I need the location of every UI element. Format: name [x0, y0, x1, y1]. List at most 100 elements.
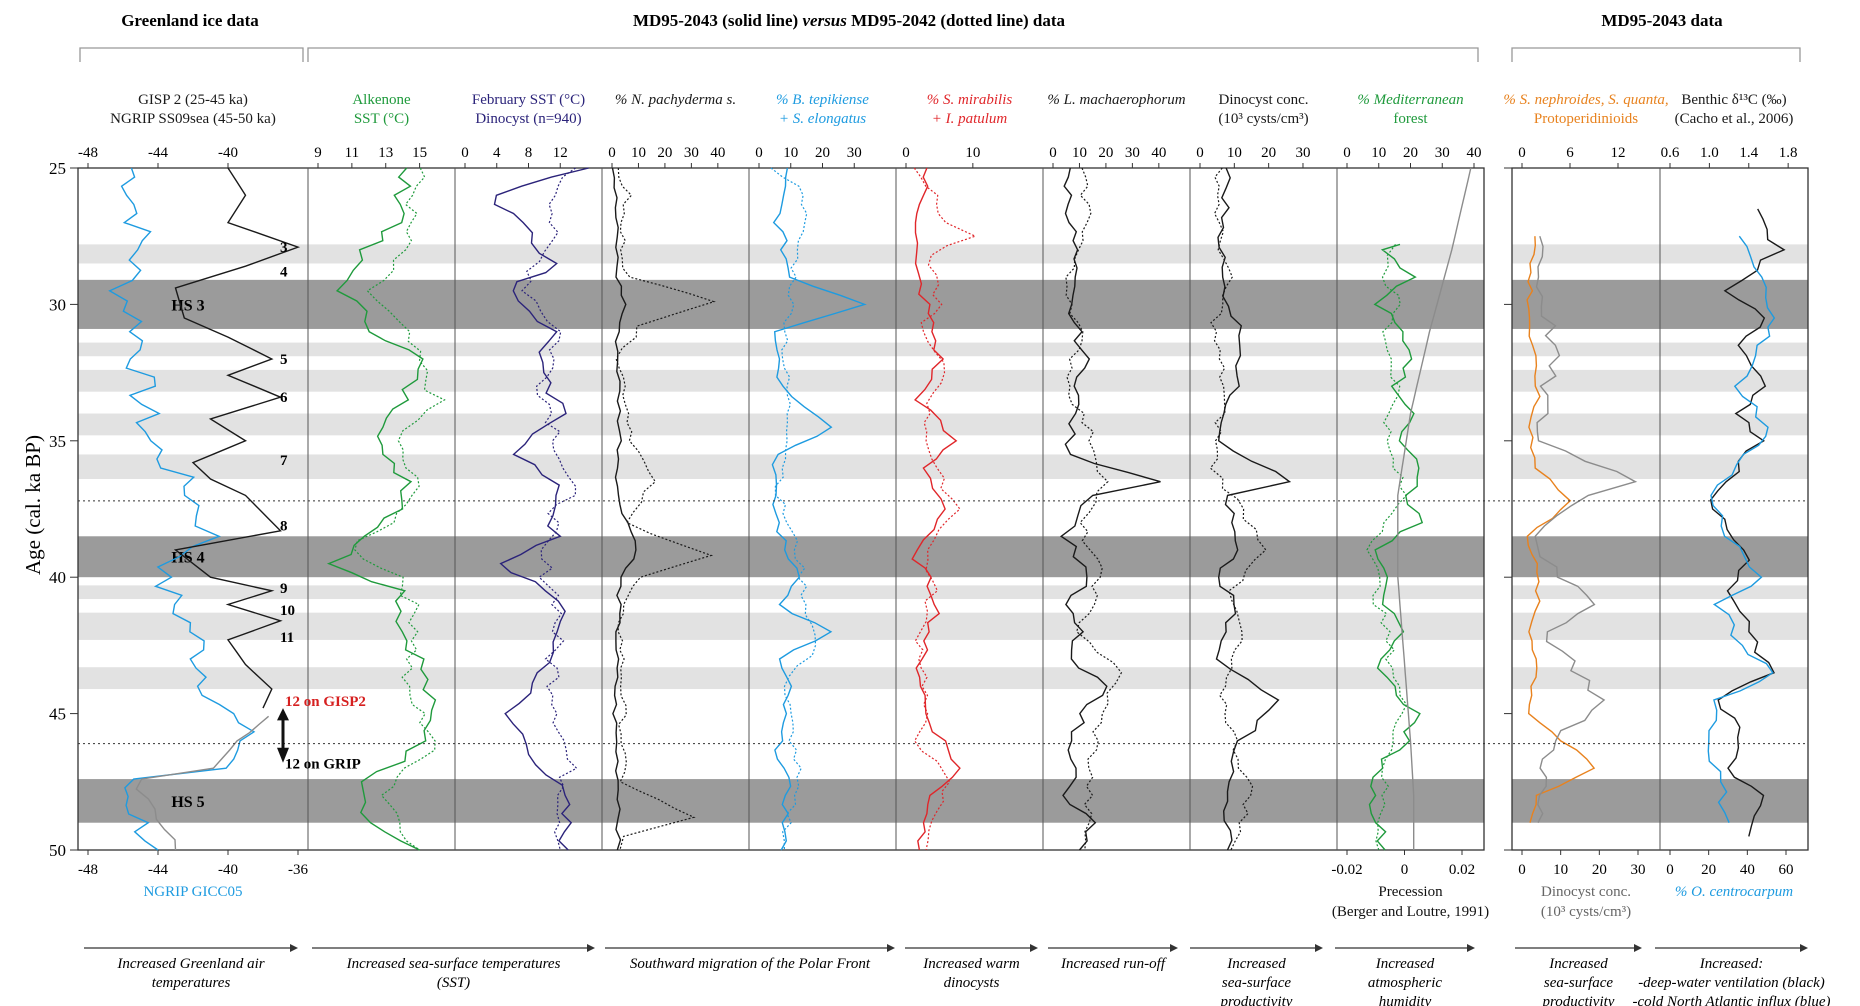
top-tick-label: 1.4	[1739, 145, 1758, 161]
bottom-axis-label: NGRIP GICC05	[143, 884, 242, 900]
annotation-arrowhead	[1170, 944, 1178, 952]
top-tick-label: 10	[1371, 145, 1386, 161]
heinrich-label: HS 5	[171, 794, 204, 811]
bottom-tick-label: -48	[78, 862, 98, 878]
series-line	[135, 715, 270, 851]
top-tick-label: 30	[1295, 145, 1310, 161]
annotation-caption: Increased sea-surface productivity	[1220, 956, 1293, 1006]
dark-band	[78, 279, 1484, 329]
series-line	[911, 167, 961, 851]
annotation-caption: Increased Greenland air temperatures	[116, 956, 264, 991]
series-line	[913, 167, 977, 851]
top-tick-label: 0.6	[1661, 145, 1680, 161]
top-tick-label: 30	[1435, 145, 1450, 161]
top-tick-label: 11	[345, 145, 359, 161]
annotation-line: Increased warm	[922, 956, 1020, 972]
interstadial-number: 5	[280, 352, 288, 368]
bottom-axis-label: Dinocyst conc.	[1541, 884, 1631, 900]
series-line	[1534, 235, 1638, 824]
series-line	[615, 167, 716, 851]
top-tick-label: 0	[461, 145, 469, 161]
top-tick-label: 10	[1227, 145, 1242, 161]
series-line	[173, 167, 301, 709]
interstadial-number: 3	[280, 240, 288, 256]
series-line	[354, 167, 446, 851]
y-tick-label: 25	[49, 159, 66, 178]
interstadial-number: 7	[280, 453, 288, 469]
annotation-line: Increased:	[1699, 956, 1764, 972]
annotation-line: productivity	[1220, 994, 1293, 1006]
top-tick-label: 9	[314, 145, 322, 161]
header-cores-c: MD95-2042 (dotted line) data	[847, 11, 1066, 30]
top-tick-label: 6	[1566, 145, 1574, 161]
series-line	[1366, 244, 1408, 851]
panel-title: Dinocyst conc.	[1219, 92, 1309, 108]
light-band	[78, 612, 1484, 640]
annotation-caption: Increased run-off	[1060, 956, 1167, 972]
panel-subtitle: + I. patulum	[932, 111, 1008, 127]
y-tick-label: 45	[49, 705, 66, 724]
panel-title: % Mediterranean	[1357, 92, 1463, 108]
bracket-greenland	[79, 47, 304, 62]
bottom-tick-label: -40	[218, 862, 238, 878]
interstadial-number: 11	[280, 630, 294, 646]
top-tick-label: -48	[78, 145, 98, 161]
header-cores: MD95-2043 (solid line) versus MD95-2042 …	[633, 11, 1066, 30]
dark-band	[78, 779, 1484, 823]
series-line	[1059, 167, 1161, 851]
top-tick-label: 0	[902, 145, 910, 161]
annotation-caption: Increased warm dinocysts	[922, 956, 1020, 991]
heinrich-label: HS 3	[171, 297, 204, 314]
annotation-line: productivity	[1542, 994, 1615, 1006]
panel-subtitle: (10³ cysts/cm³)	[1218, 111, 1308, 127]
interstadial-number: 10	[280, 603, 295, 619]
top-tick-label: 15	[412, 145, 427, 161]
annotation-line: -cold North Atlantic influx (blue)	[1632, 994, 1830, 1006]
top-tick-label: 12	[553, 145, 568, 161]
bottom-tick-label: 20	[1592, 862, 1607, 878]
marker-arrowhead-up	[277, 708, 289, 721]
panel-title: Alkenone	[352, 92, 411, 108]
bottom-tick-label: -44	[148, 862, 168, 878]
panel-title: % S. mirabilis	[927, 92, 1013, 108]
annotation-line: atmospheric	[1368, 975, 1443, 991]
light-band	[78, 244, 1484, 264]
bottom-axis-sublabel: (10³ cysts/cm³)	[1541, 904, 1631, 920]
annotation-caption: Southward migration of the Polar Front	[630, 956, 871, 972]
annotation-line: temperatures	[152, 975, 231, 991]
top-tick-label: 40	[1151, 145, 1166, 161]
top-tick-label: 0	[1196, 145, 1204, 161]
annotation-arrowhead	[290, 944, 298, 952]
top-tick-label: -44	[148, 145, 168, 161]
bottom-tick-label: 20	[1701, 862, 1716, 878]
annotation-arrowhead	[587, 944, 595, 952]
header-greenland: Greenland ice data	[121, 11, 259, 30]
top-tick-label: -40	[218, 145, 238, 161]
annotation-caption: Increased sea-surface temperatures (SST)	[346, 956, 561, 991]
gisp2-marker-label: 12 on GISP2	[285, 694, 366, 710]
annotation-line: sea-surface	[1544, 975, 1613, 991]
grip-marker-label: 12 on GRIP	[285, 757, 361, 773]
top-tick-label: 0	[1343, 145, 1351, 161]
top-tick-label: 40	[1467, 145, 1482, 161]
panel-subtitle: Protoperidinioids	[1534, 111, 1638, 127]
series-line	[326, 167, 437, 851]
bottom-tick-label: 0	[1518, 862, 1526, 878]
annotation-arrowhead	[1800, 944, 1808, 952]
top-tick-label: 10	[631, 145, 646, 161]
series-line	[771, 167, 867, 851]
y-tick-label: 40	[49, 568, 66, 587]
y-axis-label: Age (cal. ka BP)	[21, 435, 45, 575]
top-tick-label: 8	[525, 145, 533, 161]
interstadial-number: 8	[280, 518, 288, 534]
header-cores-a: MD95-2043 (solid line)	[633, 11, 803, 30]
bracket-md95-2043	[1511, 47, 1801, 62]
interstadial-number: 6	[280, 390, 288, 406]
overlay: 3 4 5 6 7 8 9 10 11 12 on GISP2 12 on GRIP	[78, 240, 1808, 773]
annotation-line: Increased	[1226, 956, 1286, 972]
bottom-tick-label: 0	[1401, 862, 1409, 878]
panel-subtitle: (Cacho et al., 2006)	[1675, 111, 1794, 127]
series-line	[1707, 235, 1776, 823]
series-line	[1368, 243, 1424, 851]
annotation-line: Increased	[1548, 956, 1608, 972]
